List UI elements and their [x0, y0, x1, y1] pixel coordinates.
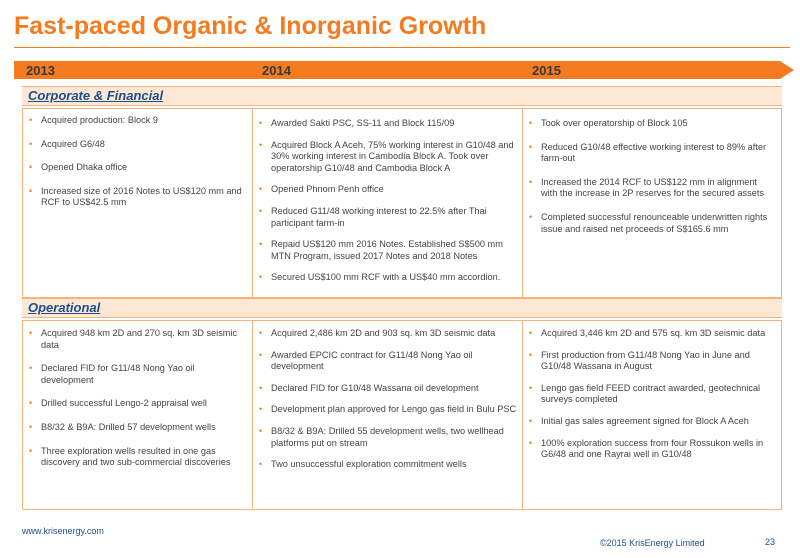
- list-item: Acquired G6/48: [29, 139, 247, 151]
- list-item: Opened Dhaka office: [29, 162, 247, 174]
- title-divider: [14, 47, 790, 48]
- list-item: Lengo gas field FEED contract awarded, g…: [529, 383, 775, 406]
- list-item: Secured US$100 mm RCF with a US$40 mm ac…: [259, 272, 517, 284]
- list-item: Three exploration wells resulted in one …: [29, 446, 247, 469]
- timeline-arrow: [14, 61, 794, 79]
- list-item: Acquired production: Block 9: [29, 115, 247, 127]
- list-item: B8/32 & B9A: Drilled 55 development well…: [259, 426, 517, 449]
- list-item: Acquired 3,446 km 2D and 575 sq. km 3D s…: [529, 328, 775, 340]
- list-item: Increased size of 2016 Notes to US$120 m…: [29, 186, 247, 209]
- list-item: Acquired 948 km 2D and 270 sq. km 3D sei…: [29, 328, 247, 351]
- list-item: Acquired 2,486 km 2D and 903 sq. km 3D s…: [259, 328, 517, 340]
- list-item: Declared FID for G10/48 Wassana oil deve…: [259, 383, 517, 395]
- list-item: Increased the 2014 RCF to US$122 mm in a…: [529, 177, 775, 200]
- list-item: First production from G11/48 Nong Yao in…: [529, 350, 775, 373]
- footer-copyright: ©2015 KrisEnergy Limited: [600, 538, 705, 548]
- list-item: Awarded EPCIC contract for G11/48 Nong Y…: [259, 350, 517, 373]
- section-corporate-label: Corporate & Financial: [28, 88, 164, 103]
- corporate-2014-column: Awarded Sakti PSC, SS-11 and Block 115/0…: [252, 108, 524, 298]
- operational-2013-list: Acquired 948 km 2D and 270 sq. km 3D sei…: [23, 321, 253, 469]
- operational-2013-column: Acquired 948 km 2D and 270 sq. km 3D sei…: [22, 320, 254, 510]
- slide-title: Fast-paced Organic & Inorganic Growth: [14, 12, 487, 40]
- corporate-2013-list: Acquired production: Block 9 Acquired G6…: [23, 109, 253, 209]
- list-item: B8/32 & B9A: Drilled 57 development well…: [29, 422, 247, 434]
- list-item: Two unsuccessful exploration commitment …: [259, 459, 517, 471]
- corporate-2013-column: Acquired production: Block 9 Acquired G6…: [22, 108, 254, 298]
- year-2014-label: 2014: [262, 63, 291, 78]
- list-item: Took over operatorship of Block 105: [529, 118, 775, 130]
- corporate-2014-list: Awarded Sakti PSC, SS-11 and Block 115/0…: [253, 109, 523, 284]
- list-item: Opened Phnom Penh office: [259, 184, 517, 196]
- footer-website-link[interactable]: www.krisenergy.com: [22, 526, 104, 536]
- list-item: Repaid US$120 mm 2016 Notes. Established…: [259, 239, 517, 262]
- list-item: Initial gas sales agreement signed for B…: [529, 416, 775, 428]
- operational-2014-column: Acquired 2,486 km 2D and 903 sq. km 3D s…: [252, 320, 524, 510]
- section-operational: Operational: [22, 298, 782, 318]
- corporate-2015-column: Took over operatorship of Block 105 Redu…: [522, 108, 782, 298]
- year-2015-label: 2015: [532, 63, 561, 78]
- list-item: Acquired Block A Aceh, 75% working inter…: [259, 140, 517, 175]
- operational-2015-list: Acquired 3,446 km 2D and 575 sq. km 3D s…: [523, 321, 781, 461]
- list-item: Declared FID for G11/48 Nong Yao oil dev…: [29, 363, 247, 386]
- list-item: Reduced G11/48 working interest to 22.5%…: [259, 206, 517, 229]
- page-number: 23: [765, 537, 776, 547]
- list-item: Drilled successful Lengo-2 appraisal wel…: [29, 398, 247, 410]
- operational-2014-list: Acquired 2,486 km 2D and 903 sq. km 3D s…: [253, 321, 523, 471]
- list-item: Development plan approved for Lengo gas …: [259, 404, 517, 416]
- list-item: 100% exploration success from four Rossu…: [529, 438, 775, 461]
- section-operational-label: Operational: [28, 300, 101, 315]
- corporate-2015-list: Took over operatorship of Block 105 Redu…: [523, 109, 781, 235]
- list-item: Completed successful renounceable underw…: [529, 212, 775, 235]
- section-corporate-financial: Corporate & Financial: [22, 86, 782, 106]
- list-item: Reduced G10/48 effective working interes…: [529, 142, 775, 165]
- list-item: Awarded Sakti PSC, SS-11 and Block 115/0…: [259, 118, 517, 130]
- year-2013-label: 2013: [26, 63, 55, 78]
- operational-2015-column: Acquired 3,446 km 2D and 575 sq. km 3D s…: [522, 320, 782, 510]
